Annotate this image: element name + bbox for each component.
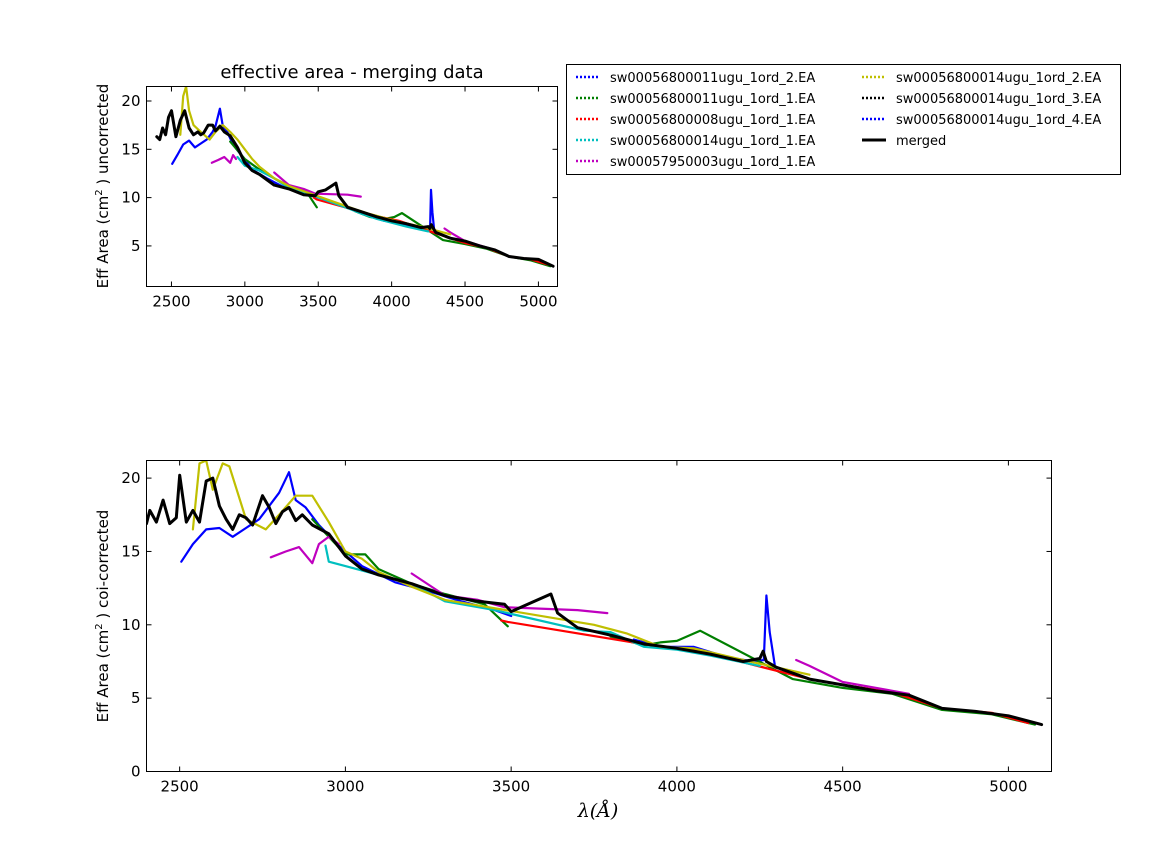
bottom-y-tick-label: 5 xyxy=(131,689,141,707)
top-series-group xyxy=(155,86,555,268)
bottom-x-tick-label: 4000 xyxy=(658,778,696,796)
top-y-tick-label: 10 xyxy=(121,189,140,207)
legend-label: sw00056800011ugu_1ord_1.EA xyxy=(610,92,815,107)
top-series-line-5 xyxy=(236,155,430,233)
top-series-line-6 xyxy=(210,154,238,164)
bottom-tick-group: 2500 3000 3500 4000 4500 5000 0 5 10 15 20 xyxy=(121,460,1052,796)
bottom-series-line-9 xyxy=(191,460,811,676)
legend-label: sw00056800014ugu_1ord_4.EA xyxy=(896,113,1101,128)
top-series-line-2 xyxy=(229,140,318,209)
top-panel-title: effective area - merging data xyxy=(220,62,483,83)
top-tick-group: 2500 3000 3500 4000 4500 5000 5 10 15 20 xyxy=(121,86,558,311)
bottom-series-line-6 xyxy=(269,535,340,565)
top-series-line-7 xyxy=(273,171,362,198)
bottom-y-axis-label: Eff Area (cm2 ) coi-corrected xyxy=(94,510,112,723)
legend-label: sw00056800011ugu_1ord_2.EA xyxy=(610,71,815,86)
legend-label: merged xyxy=(896,134,946,149)
top-y-tick-label: 20 xyxy=(121,92,140,110)
top-x-tick-label: 3500 xyxy=(299,293,337,311)
bottom-x-tick-label: 5000 xyxy=(989,778,1027,796)
legend-label: sw00056800014ugu_1ord_2.EA xyxy=(896,71,1101,86)
legend-frame xyxy=(566,64,1121,175)
legend: sw00056800011ugu_1ord_2.EA sw00056800011u… xyxy=(566,64,1121,175)
bottom-x-tick-label: 3000 xyxy=(326,778,364,796)
top-x-tick-label: 4500 xyxy=(446,293,484,311)
top-x-tick-label: 2500 xyxy=(152,293,190,311)
bottom-x-tick-label: 4500 xyxy=(824,778,862,796)
top-x-tick-label: 4000 xyxy=(373,293,411,311)
top-y-tick-label: 5 xyxy=(131,237,141,255)
bottom-x-tick-label: 3500 xyxy=(492,778,530,796)
top-x-tick-label: 5000 xyxy=(519,293,557,311)
bottom-series-group xyxy=(146,460,1044,727)
bottom-series-line-0 xyxy=(180,471,513,618)
legend-label: sw00057950003ugu_1ord_1.EA xyxy=(610,155,815,170)
bottom-axes-frame xyxy=(146,460,1052,772)
top-x-tick-label: 3000 xyxy=(226,293,264,311)
bottom-y-tick-label: 10 xyxy=(121,616,140,634)
top-y-axis-label: Eff Area (cm2 ) uncorrected xyxy=(94,84,112,289)
top-series-line-10 xyxy=(155,109,555,268)
top-panel: 2500 3000 3500 4000 4500 5000 5 10 15 20 effectiv… xyxy=(94,62,558,311)
top-y-tick-label: 15 xyxy=(121,140,140,158)
bottom-y-tick-label: 0 xyxy=(131,763,141,781)
legend-label: sw00056800014ugu_1ord_1.EA xyxy=(610,134,815,149)
bottom-series-line-10 xyxy=(146,473,1044,727)
bottom-y-tick-label: 20 xyxy=(121,469,140,487)
bottom-x-axis-label: λ(Å) xyxy=(577,800,619,822)
legend-label: sw00056800008ugu_1ord_1.EA xyxy=(610,113,815,128)
bottom-panel: 2500 3000 3500 4000 4500 5000 0 5 10 15 20 Eff Are… xyxy=(94,460,1052,822)
top-series-line-0 xyxy=(171,107,320,199)
legend-label: sw00056800014ugu_1ord_3.EA xyxy=(896,92,1101,107)
bottom-series-line-2 xyxy=(311,518,509,628)
top-axes-frame xyxy=(146,86,558,287)
bottom-x-tick-label: 2500 xyxy=(161,778,199,796)
bottom-series-line-8 xyxy=(795,658,911,695)
bottom-y-tick-label: 15 xyxy=(121,542,140,560)
